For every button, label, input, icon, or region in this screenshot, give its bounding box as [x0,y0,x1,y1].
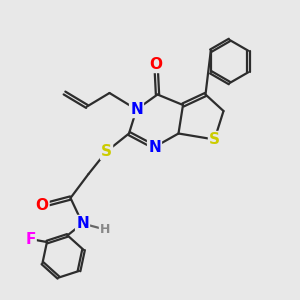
Text: N: N [130,102,143,117]
Text: N: N [148,140,161,154]
Text: S: S [209,132,220,147]
Text: F: F [25,232,36,247]
Text: O: O [149,57,163,72]
Text: H: H [100,223,110,236]
Text: S: S [101,144,112,159]
Text: O: O [35,198,49,213]
Text: N: N [76,216,89,231]
